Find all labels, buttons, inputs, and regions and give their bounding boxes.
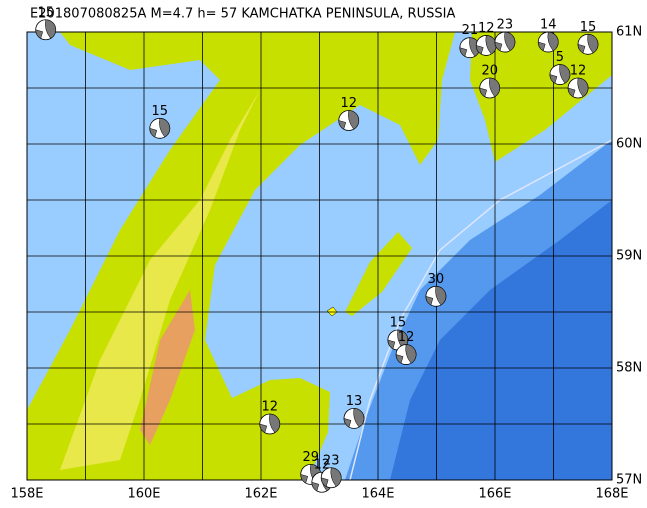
focal-mechanism: [475, 35, 497, 56]
depth-label: 23: [323, 453, 340, 468]
x-tick-label: 162E: [244, 487, 277, 502]
compression-quadrant: [425, 286, 447, 306]
compression-quadrant: [149, 118, 171, 138]
compression-quadrant: [479, 77, 501, 98]
compression-quadrant: [494, 31, 516, 52]
focal-mechanism: [549, 64, 571, 85]
y-tick-label: 57N: [616, 473, 642, 488]
mountain: [140, 290, 195, 445]
depth-label: 12: [340, 96, 357, 111]
focal-mechanism: [494, 31, 516, 53]
compression-quadrant: [459, 37, 481, 57]
compression-quadrant: [475, 35, 497, 55]
compression-quadrant: [577, 34, 599, 54]
focal-mechanism: [149, 117, 171, 139]
x-tick-label: 160E: [127, 487, 160, 502]
x-tick-label: 168E: [595, 487, 628, 502]
depth-label: 15: [390, 316, 407, 331]
compression-quadrant: [567, 77, 589, 98]
y-tick-label: 59N: [616, 249, 642, 264]
focal-mechanism: [479, 77, 501, 99]
focal-mechanism: [459, 37, 481, 59]
x-tick-label: 164E: [361, 487, 394, 502]
depth-label: 30: [428, 272, 445, 287]
y-tick-label: 60N: [616, 137, 642, 152]
focal-mechanism: [537, 31, 559, 53]
depth-label: 21: [462, 23, 479, 38]
y-tick-label: 61N: [616, 25, 642, 40]
compression-quadrant: [395, 344, 417, 364]
depth-label: 20: [481, 64, 498, 79]
depth-label: 23: [497, 18, 514, 33]
island: [345, 232, 412, 316]
depth-label: 14: [540, 18, 557, 33]
x-tick-label: 158E: [10, 487, 43, 502]
compression-quadrant: [343, 408, 365, 428]
depth-label: 12: [398, 330, 415, 345]
compression-quadrant: [537, 31, 559, 52]
compression-quadrant: [35, 19, 57, 39]
land: [470, 32, 612, 162]
depth-label: 29: [302, 450, 319, 465]
focal-mechanism: [395, 344, 417, 365]
focal-mechanism: [425, 285, 447, 307]
compression-quadrant: [320, 467, 342, 487]
depth-label: 12: [478, 21, 495, 36]
compression-quadrant: [338, 110, 360, 130]
focal-mechanism: [338, 110, 360, 131]
compression-quadrant: [549, 64, 571, 84]
focal-mechanism: [577, 33, 599, 55]
focal-mechanism: [259, 413, 281, 435]
plate-boundary: [349, 139, 613, 481]
focal-mechanism: [35, 19, 57, 41]
depth-label: 15: [152, 104, 169, 119]
deep-ocean: [390, 200, 612, 480]
depth-label: 12: [570, 64, 587, 79]
depth-label: 15: [580, 20, 597, 35]
focal-mechanism: [320, 467, 342, 489]
y-tick-label: 58N: [616, 361, 642, 376]
depth-label: 13: [346, 394, 363, 409]
title: E201807080825A M=4.7 h= 57 KAMCHATKA PEN…: [30, 7, 455, 22]
depth-label: 5: [556, 50, 564, 65]
highland: [60, 90, 260, 470]
x-tick-label: 166E: [478, 487, 511, 502]
depth-label: 12: [262, 400, 279, 415]
compression-quadrant: [259, 413, 281, 434]
depth-label: 15: [37, 5, 54, 20]
focal-mechanism: [343, 407, 365, 429]
focal-mechanism: [567, 77, 589, 99]
